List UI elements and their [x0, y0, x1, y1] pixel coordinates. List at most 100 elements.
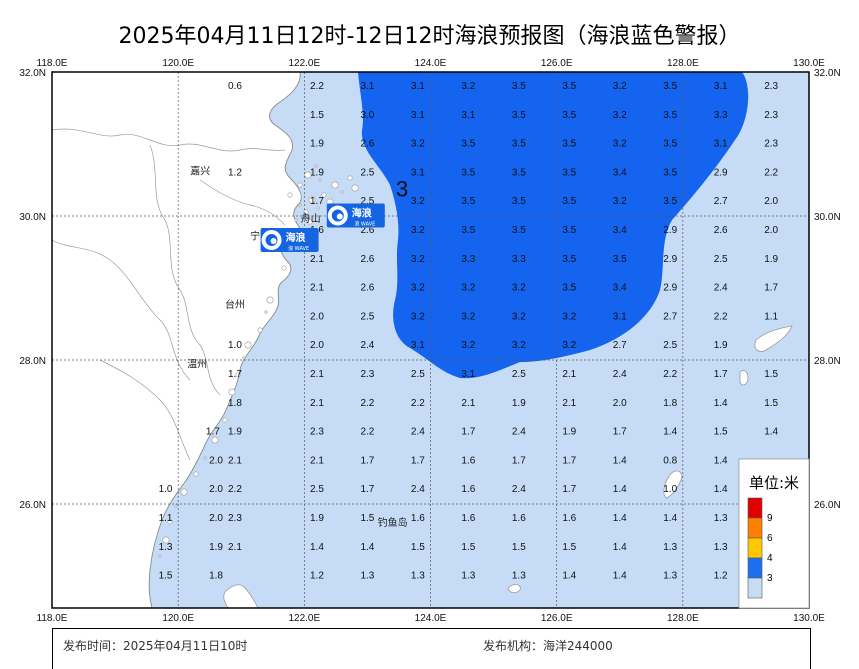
- wave-height-value: 2.2: [360, 398, 374, 409]
- island-dot: [304, 171, 312, 179]
- wave-height-value: 3.4: [613, 283, 627, 294]
- wave-height-value: 2.4: [411, 484, 425, 495]
- wave-height-value: 3.3: [512, 254, 526, 265]
- wave-height-value: 3.5: [613, 254, 627, 265]
- island-small-2: [663, 470, 683, 499]
- island-dot: [193, 471, 199, 477]
- wave-height-value: 3.5: [663, 110, 677, 121]
- lon-label-bottom: 120.0E: [162, 613, 194, 624]
- wave-height-value: 1.6: [461, 484, 475, 495]
- wave-height-value: 1.3: [461, 571, 475, 582]
- wave-height-value: 3.4: [613, 225, 627, 236]
- wave-height-value: 1.4: [714, 455, 728, 466]
- wave-height-value: 1.7: [360, 455, 374, 466]
- wave-height-value: 2.4: [512, 484, 526, 495]
- wave-height-value: 1.3: [411, 571, 425, 582]
- wave-height-value: 1.5: [562, 542, 576, 553]
- wave-height-value: 3.2: [411, 254, 425, 265]
- wave-height-value: 3.1: [714, 81, 728, 92]
- wave-height-value: 2.2: [411, 398, 425, 409]
- wave-height-value: 2.3: [310, 427, 324, 438]
- wave-height-value: 3.2: [461, 283, 475, 294]
- wave-height-value: 3.5: [562, 254, 576, 265]
- wave-height-value: 2.1: [310, 398, 324, 409]
- wave-height-value: 1.7: [613, 427, 627, 438]
- warning-zone: [358, 72, 749, 379]
- wave-height-value: 1.3: [512, 571, 526, 582]
- wave-height-value: 2.9: [714, 167, 728, 178]
- island-dot: [203, 456, 207, 460]
- wave-height-value: 1.9: [310, 167, 324, 178]
- wave-height-value: 3.2: [613, 81, 627, 92]
- lat-label-right: 26.0N: [814, 500, 841, 511]
- mainland-china: [52, 72, 302, 608]
- island-dot: [347, 175, 353, 181]
- island-dot: [318, 178, 322, 182]
- wave-swirl-icon: [327, 205, 348, 226]
- island-small-3: [507, 584, 521, 594]
- lon-label-top: 122.0E: [288, 58, 320, 69]
- lat-lon-grid: [52, 72, 809, 608]
- wave-height-value: 1.9: [512, 398, 526, 409]
- wave-height-value: 1.9: [764, 254, 778, 265]
- badge-label: 海浪: [352, 207, 372, 220]
- wave-height-value: 3.5: [512, 167, 526, 178]
- wave-height-value: 1.4: [764, 427, 778, 438]
- wave-height-value: 1.3: [714, 542, 728, 553]
- wave-height-value: 2.0: [209, 455, 223, 466]
- wave-height-value: 3.1: [411, 110, 425, 121]
- island-okinawa: [754, 325, 793, 352]
- wave-height-value: 2.3: [764, 81, 778, 92]
- wave-height-value: 2.7: [714, 196, 728, 207]
- city-label: 钓鱼岛: [378, 516, 408, 529]
- wave-height-value: 1.3: [360, 571, 374, 582]
- wave-height-value: 1.7: [310, 196, 324, 207]
- island-dot: [242, 356, 246, 360]
- wave-height-value: 1.6: [512, 513, 526, 524]
- wave-swirl-icon: [261, 230, 282, 251]
- island-dot: [294, 218, 298, 222]
- wave-height-value: 1.6: [562, 513, 576, 524]
- wave-height-value: 1.6: [411, 513, 425, 524]
- island-dot: [167, 519, 173, 525]
- lat-label-right: 30.0N: [814, 212, 841, 223]
- wave-height-value: 3.5: [562, 139, 576, 150]
- wave-height-value: 2.1: [310, 369, 324, 380]
- axis-labels: 118.0E 118.0E 120.0E 120.0E 122.0E 122.0E 124.…: [19, 58, 840, 624]
- wave-height-value: 3.5: [562, 225, 576, 236]
- badge-label: 海浪: [286, 231, 306, 244]
- island-dot: [264, 310, 268, 314]
- wave-height-value: 3.2: [512, 340, 526, 351]
- wave-height-value: 1.6: [461, 455, 475, 466]
- wave-height-value: 2.3: [764, 110, 778, 121]
- wave-height-value: 1.9: [562, 427, 576, 438]
- island-small-1: [739, 370, 749, 386]
- legend-title: 单位:米: [749, 474, 799, 492]
- wave-height-value: 2.6: [360, 225, 374, 236]
- wave-height-value: 1.5: [512, 542, 526, 553]
- wave-height-value: 1.2: [310, 571, 324, 582]
- legend-level-label: 3: [767, 573, 773, 584]
- lat-label-right: 28.0N: [814, 356, 841, 367]
- wave-height-value: 1.4: [310, 542, 324, 553]
- wave-height-value: 2.0: [209, 513, 223, 524]
- wave-height-value: 2.4: [360, 340, 374, 351]
- wave-height-value: 1.4: [613, 455, 627, 466]
- wave-height-value: 3.5: [461, 225, 475, 236]
- wave-height-value: 3.5: [461, 167, 475, 178]
- wave-height-value: 1.0: [663, 484, 677, 495]
- wave-height-value: 2.0: [209, 484, 223, 495]
- wave-height-value: 2.2: [714, 311, 728, 322]
- island-dot: [297, 182, 303, 188]
- city-label: 嘉兴: [190, 165, 210, 178]
- legend-swatch: [747, 517, 763, 539]
- legend-level-label: 9: [767, 513, 773, 524]
- island-dot: [174, 504, 178, 508]
- wave-height-value: 2.5: [663, 340, 677, 351]
- wave-height-value: 2.5: [310, 484, 324, 495]
- island-dot: [244, 341, 252, 349]
- wave-height-value: 3.2: [411, 139, 425, 150]
- wave-height-value: 2.4: [411, 427, 425, 438]
- wave-height-value: 1.8: [209, 571, 223, 582]
- island-dot: [158, 554, 162, 558]
